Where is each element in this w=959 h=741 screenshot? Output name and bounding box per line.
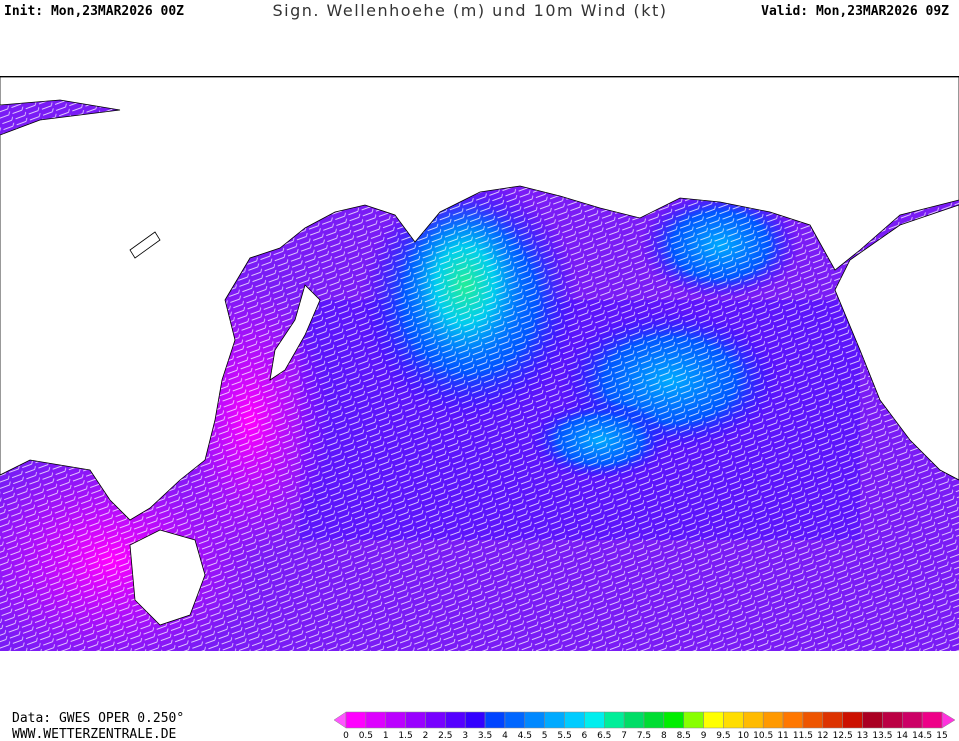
color-box [385, 711, 406, 729]
colorbar-arrow [941, 711, 956, 729]
colorbar-tick-label: 2.5 [438, 731, 452, 741]
colorbar-tick-label: 13.5 [872, 731, 892, 741]
color-box [862, 711, 883, 729]
colorbar-tick-label: 10 [738, 731, 750, 741]
colorbar-tick-label: 8 [661, 731, 667, 741]
color-box [802, 711, 824, 729]
color-box [484, 711, 506, 729]
init-time: Init: Mon,23MAR2026 00Z [4, 4, 184, 19]
color-box [663, 711, 684, 729]
color-box [405, 711, 426, 729]
colorbar-tick-label: 4 [502, 731, 508, 741]
colorbar-tick-label: 1.5 [398, 731, 412, 741]
data-source: Data: GWES OPER 0.250° [12, 711, 184, 726]
color-box [902, 711, 923, 729]
color-box [464, 711, 486, 729]
color-box [544, 711, 565, 729]
color-box [425, 711, 446, 729]
map [0, 77, 959, 651]
color-box [604, 711, 625, 729]
color-box [584, 711, 605, 729]
valid-time: Valid: Mon,23MAR2026 09Z [761, 4, 949, 19]
colorbar-tick-label: 14.5 [912, 731, 932, 741]
land-borneo [129, 529, 206, 626]
color-box [564, 711, 585, 729]
map-title: Sign. Wellenhoehe (m) und 10m Wind (kt) [272, 1, 667, 20]
colorbar-tick-label: 4.5 [518, 731, 532, 741]
website: WWW.WETTERZENTRALE.DE [12, 727, 176, 741]
color-box [504, 711, 526, 729]
colorbar-tick-label: 0 [343, 731, 349, 741]
colorbar-tick-label: 12 [817, 731, 828, 741]
colorbar-tick-label: 7.5 [637, 731, 651, 741]
color-box [842, 711, 863, 729]
colorbar-tick-label: 2 [423, 731, 429, 741]
colorbar-tick-label: 6.5 [597, 731, 611, 741]
colorbar-tick-label: 1 [383, 731, 389, 741]
color-box [782, 711, 804, 729]
land-north-america [834, 204, 959, 481]
color-box [683, 711, 704, 729]
color-box [743, 711, 764, 729]
colorbar-arrow [333, 711, 347, 729]
colorbar-tick-label: 11.5 [793, 731, 813, 741]
color-box [723, 711, 744, 729]
color-box [524, 711, 545, 729]
colorbar-tick-label: 12.5 [833, 731, 853, 741]
color-box [345, 711, 367, 729]
color-box [882, 711, 903, 729]
colorbar-tick-label: 13 [857, 731, 868, 741]
colorbar-tick-label: 9 [701, 731, 707, 741]
colorbar-tick-label: 7 [621, 731, 627, 741]
colorbar-tick-label: 10.5 [753, 731, 773, 741]
color-box [623, 711, 645, 729]
colorbar-tick-label: 5.5 [557, 731, 571, 741]
color-box [365, 711, 386, 729]
color-box [921, 711, 943, 729]
colorbar-tick-label: 14 [897, 731, 909, 741]
colorbar-tick-label: 3.5 [478, 731, 492, 741]
color-box [762, 711, 784, 729]
colorbar-tick-label: 8.5 [677, 731, 691, 741]
colorbar-tick-label: 11 [777, 731, 788, 741]
colorbar: 0 0.5 1 1.5 2 2.5 3 3.5 4 4.5 5 5.5 6 6.5 7 7.5 8 8.5 9 9.5… [333, 711, 956, 741]
land-lake [129, 231, 161, 259]
colorbar-tick-label: 5 [542, 731, 548, 741]
colorbar-tick-label: 0.5 [359, 731, 373, 741]
color-box [445, 711, 466, 729]
colorbar-tick-label: 9.5 [716, 731, 730, 741]
color-box [822, 711, 843, 729]
colorbar-tick-label: 15 [936, 731, 947, 741]
color-box [643, 711, 665, 729]
colorbar-tick-label: 3 [462, 731, 468, 741]
land-asia-arctic [0, 77, 959, 521]
color-box [703, 711, 724, 729]
colorbar-tick-label: 6 [582, 731, 588, 741]
land-japan [269, 284, 321, 381]
